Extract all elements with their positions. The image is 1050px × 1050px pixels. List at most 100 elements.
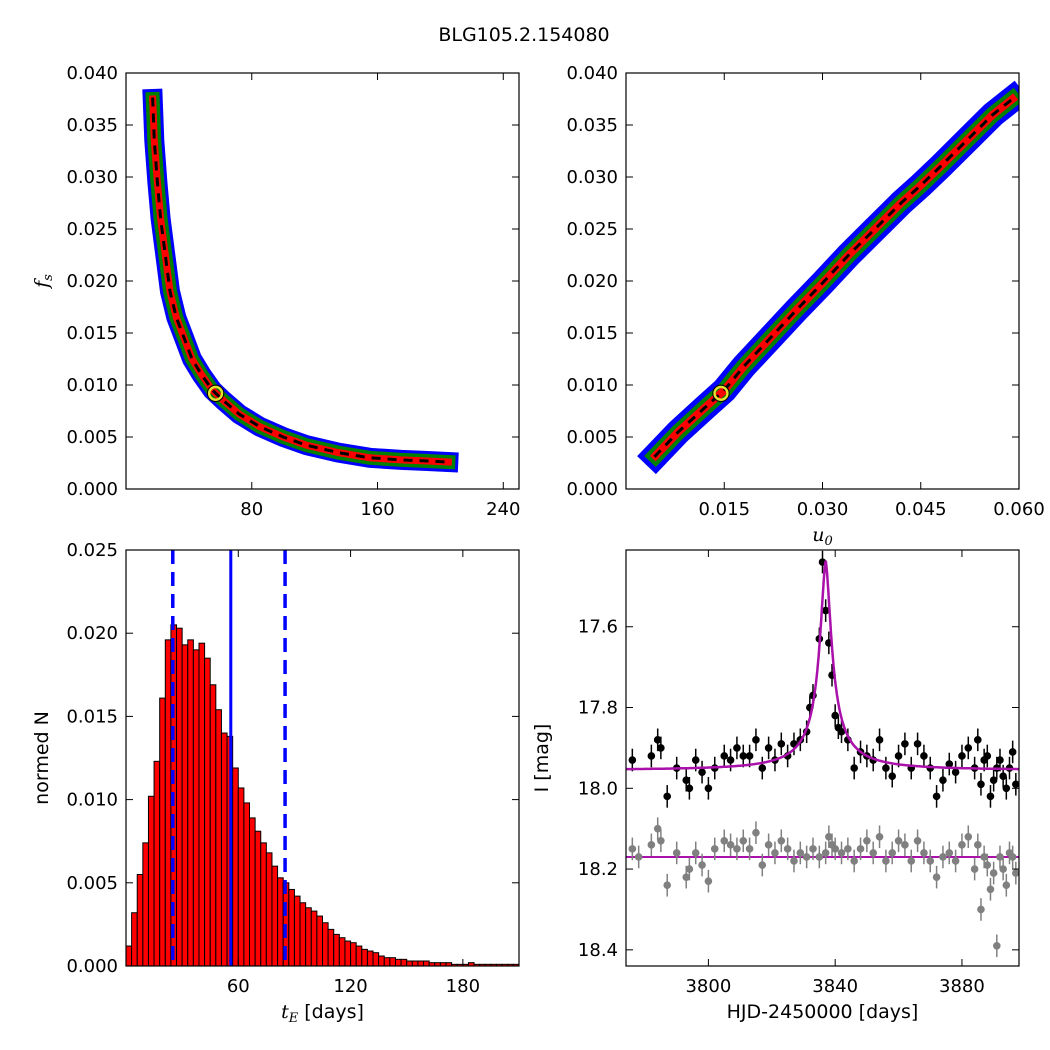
x-tick-label: 160: [360, 499, 394, 520]
data-point: [657, 836, 665, 845]
data-point: [783, 845, 792, 853]
histogram-bar: [411, 960, 419, 967]
x-tick-label: 0.030: [797, 499, 849, 520]
data-point: [647, 841, 656, 849]
y-tick-label: 17.6: [578, 617, 618, 638]
data-point: [996, 853, 1004, 861]
panel-tE-histogram: 60 120 180 0.000 0.005 0.010 0.015 0.020 0.025 tE…: [31, 540, 520, 1026]
data-point: [856, 845, 865, 853]
y-tick-label: 0.040: [566, 63, 618, 84]
data-point: [901, 740, 909, 748]
y-tick-label: 0.005: [66, 427, 118, 448]
histogram-bar: [299, 902, 307, 967]
histogram-bar: [260, 842, 267, 967]
histogram-bar: [400, 958, 408, 967]
data-point: [653, 824, 662, 833]
data-point: [983, 861, 992, 869]
data-point: [1002, 784, 1011, 793]
x-tick-label: 0.045: [895, 499, 947, 520]
density-peak: [151, 97, 450, 464]
x-tick-label: 120: [333, 976, 367, 997]
data-point: [973, 736, 982, 744]
x-axis-label: tE [days]: [281, 1001, 364, 1026]
histogram-bar: [249, 817, 256, 967]
data-point: [920, 752, 928, 760]
y-tick-label: 0.005: [566, 427, 618, 448]
histogram-bar: [277, 877, 284, 967]
data-point: [698, 861, 706, 869]
data-point: [628, 845, 637, 853]
data-point: [999, 772, 1007, 780]
x-tick-label: 80: [240, 499, 263, 520]
histogram-bar: [243, 802, 251, 967]
y-tick-label: 0.030: [66, 167, 118, 188]
axes-frame: [125, 72, 520, 490]
y-tick-label: 0.020: [66, 271, 118, 292]
histogram-bar: [209, 684, 217, 967]
data-point: [869, 849, 878, 857]
data-point: [875, 832, 884, 841]
data-point: [758, 861, 767, 869]
histogram-bar: [271, 865, 279, 967]
data-point: [1012, 869, 1019, 877]
data-point: [850, 764, 858, 772]
data-point: [685, 784, 694, 793]
data-point: [745, 845, 754, 853]
data-point: [815, 853, 824, 861]
histogram-bar: [327, 928, 335, 967]
x-tick-label: 0.015: [698, 499, 750, 520]
y-tick-label: 0.010: [66, 790, 118, 811]
histogram-bar: [164, 639, 172, 967]
histogram-bar: [310, 910, 318, 967]
data-point: [821, 849, 830, 857]
y-tick-label: 0.025: [566, 219, 618, 240]
histogram-bar: [153, 760, 161, 967]
data-point: [710, 845, 719, 853]
data-point: [733, 845, 741, 853]
figure-title: BLG105.2.154080: [438, 24, 609, 46]
histogram-bar: [333, 933, 340, 967]
data-point: [672, 849, 681, 857]
data-point: [720, 836, 729, 845]
data-point: [958, 752, 966, 760]
y-tick-label: 17.8: [578, 698, 618, 719]
data-point: [663, 792, 672, 801]
axes-frame: [625, 549, 1020, 967]
y-tick-label: 0.040: [66, 63, 118, 84]
x-tick-label: 180: [446, 976, 480, 997]
y-tick-label: 0.000: [566, 479, 618, 500]
best-fit-marker: [207, 385, 224, 402]
data-point: [926, 857, 935, 865]
data-point: [685, 865, 694, 873]
data-point: [996, 756, 1004, 764]
data-point: [752, 828, 760, 837]
data-point: [1002, 881, 1011, 890]
data-point: [1012, 780, 1019, 789]
data-point: [647, 752, 656, 760]
data-point: [932, 792, 941, 801]
data-point: [691, 756, 700, 764]
y-tick-label: 0.005: [66, 873, 118, 894]
data-point: [939, 776, 947, 785]
histogram-bar: [389, 957, 396, 967]
histogram-bar: [159, 697, 166, 967]
histogram-bar: [344, 940, 352, 967]
histogram-bar: [198, 642, 206, 967]
data-point: [894, 836, 903, 845]
histogram-bar: [237, 787, 245, 967]
data-point: [726, 841, 735, 849]
data-point: [831, 845, 839, 853]
data-point: [691, 849, 700, 857]
data-point: [1008, 748, 1017, 756]
histogram-bar: [366, 950, 374, 967]
data-point: [837, 849, 846, 857]
data-point: [986, 885, 995, 894]
y-tick-label: 0.035: [66, 115, 118, 136]
data-point: [989, 869, 998, 877]
x-tick-label: 60: [227, 976, 250, 997]
histogram-bar: [293, 895, 301, 967]
data-point: [653, 736, 662, 744]
x-axis-label: HJD-2450000 [days]: [727, 1001, 919, 1023]
data-point: [777, 836, 786, 845]
data-point: [634, 853, 643, 861]
